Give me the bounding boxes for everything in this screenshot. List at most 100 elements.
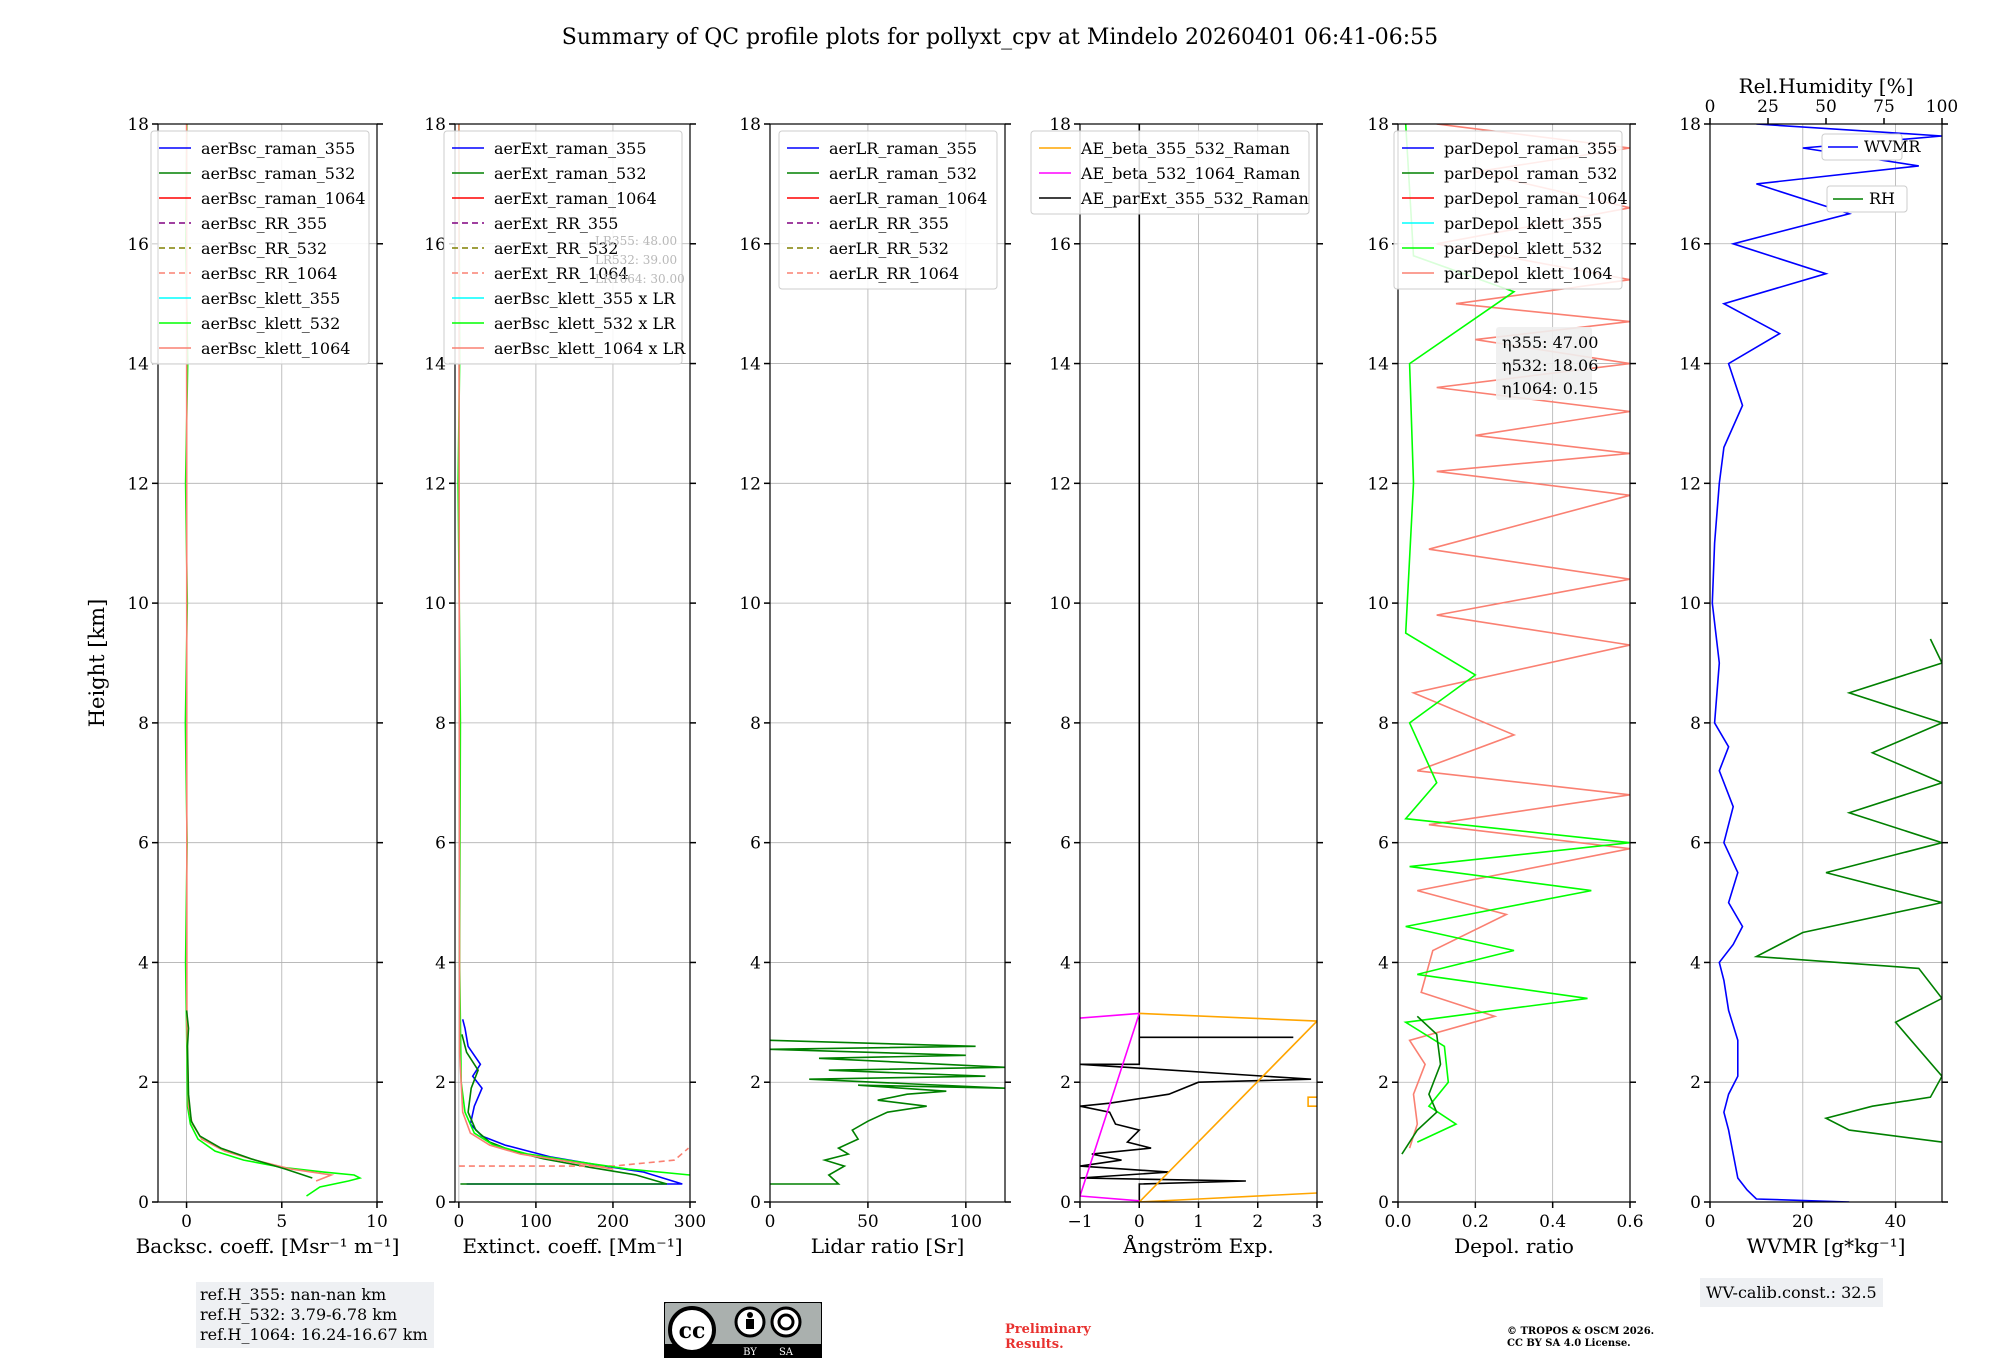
legend-label: aerBsc_klett_532 xyxy=(201,314,340,333)
ytick-label: 12 xyxy=(127,474,149,494)
ytick-label: 14 xyxy=(1367,355,1389,375)
ytick-label: 8 xyxy=(1690,714,1701,734)
ytick-label: 4 xyxy=(435,953,446,973)
legend-box xyxy=(443,130,683,365)
ytick-label: 14 xyxy=(127,355,149,375)
legend-label: aerExt_raman_355 xyxy=(494,139,647,158)
xtick-label: 20 xyxy=(1792,1212,1814,1232)
xtick-label: 0 xyxy=(453,1212,464,1232)
xtick-label: 5 xyxy=(276,1212,287,1232)
ytick-label: 0 xyxy=(750,1193,761,1213)
legend-label: parDepol_raman_355 xyxy=(1444,139,1617,158)
legend-box xyxy=(1393,130,1623,290)
ytick-label: 10 xyxy=(739,594,761,614)
ytick-label: 10 xyxy=(1367,594,1389,614)
ytick-label: 6 xyxy=(1060,834,1071,854)
xtick-label: 0 xyxy=(1705,1212,1716,1232)
legend-label: WVMR xyxy=(1864,137,1921,156)
x2tick-label: 50 xyxy=(1815,97,1837,117)
xtick-label: 0 xyxy=(1134,1212,1145,1232)
ytick-label: 8 xyxy=(750,714,761,734)
xtick-label: 10 xyxy=(366,1212,388,1232)
cc-icon xyxy=(668,1306,716,1354)
series-AE_beta_532_1064_Raman xyxy=(1080,1012,1141,1202)
series-AE_beta_355_532_Raman_b xyxy=(1307,1096,1317,1107)
xtick-label: 0.6 xyxy=(1616,1212,1643,1232)
legend-label: aerBsc_klett_355 xyxy=(201,289,340,308)
ytick-label: 16 xyxy=(1049,235,1071,255)
legend-label: aerBsc_RR_355 xyxy=(201,214,327,233)
cc-license-badge: cc BY SA xyxy=(663,1301,823,1362)
x2tick-label: 100 xyxy=(1926,97,1958,117)
ytick-label: 2 xyxy=(1060,1073,1071,1093)
ytick-label: 2 xyxy=(1378,1073,1389,1093)
xtick-label: 0.2 xyxy=(1462,1212,1489,1232)
ytick-label: 18 xyxy=(127,115,149,135)
xlabel: Lidar ratio [Sr] xyxy=(811,1234,965,1258)
series-aerBsc_klett_1064 x LR xyxy=(458,124,614,1170)
xlabel: Backsc. coeff. [Msr⁻¹ m⁻¹] xyxy=(136,1234,400,1258)
xlabel: Depol. ratio xyxy=(1454,1234,1574,1258)
xtick-label: 0.4 xyxy=(1539,1212,1566,1232)
ytick-label: 4 xyxy=(1060,953,1071,973)
series-group xyxy=(184,124,363,1197)
x2tick-label: 25 xyxy=(1757,97,1779,117)
legend-box xyxy=(1826,185,1908,213)
svg-text:cc: cc xyxy=(679,1318,706,1344)
series-RH xyxy=(1753,638,1942,1143)
copyright-note: © TROPOS & OSCM 2026. CC BY SA 4.0 Licen… xyxy=(1507,1326,1654,1350)
legend-label: aerExt_RR_1064 xyxy=(494,264,629,283)
legend-box xyxy=(1030,130,1310,215)
ytick-label: 18 xyxy=(1679,115,1701,135)
ytick-label: 6 xyxy=(1690,834,1701,854)
series-WVMR xyxy=(1711,124,1942,1202)
legend-label: aerBsc_klett_355 x LR xyxy=(494,289,676,308)
preliminary-line-2: Results. xyxy=(1005,1337,1064,1352)
xlabel: Extinct. coeff. [Mm⁻¹] xyxy=(462,1234,682,1258)
legend-label: parDepol_raman_1064 xyxy=(1444,189,1628,208)
eta-note: η355: 47.00 xyxy=(1502,333,1598,352)
ytick-label: 18 xyxy=(1367,115,1389,135)
legend-label: aerBsc_RR_1064 xyxy=(201,264,337,283)
legend-label: aerBsc_klett_532 x LR xyxy=(494,314,676,333)
legend-label: AE_beta_532_1064_Raman xyxy=(1080,164,1300,183)
ref-h-532: ref.H_532: 3.79-6.78 km xyxy=(200,1305,398,1324)
lr-note: LR355: 48.00 xyxy=(595,234,677,248)
xtick-label: 100 xyxy=(520,1212,552,1232)
ytick-label: 6 xyxy=(1378,834,1389,854)
sa-label: SA xyxy=(779,1347,794,1358)
ytick-label: 14 xyxy=(1679,355,1701,375)
sa-icon xyxy=(770,1306,802,1338)
ytick-label: 16 xyxy=(1367,235,1389,255)
series-aerExt_RR_1064 xyxy=(458,1147,690,1167)
ytick-label: 0 xyxy=(1060,1193,1071,1213)
axes-frame xyxy=(1709,123,1943,1203)
xtick-label: 0 xyxy=(765,1212,776,1232)
legend-label: aerExt_raman_532 xyxy=(494,164,647,183)
xtick-label: 2 xyxy=(1252,1212,1263,1232)
legend-label: aerLR_RR_1064 xyxy=(829,264,959,283)
xtick-label: 50 xyxy=(857,1212,879,1232)
ytick-label: 18 xyxy=(424,115,446,135)
ytick-label: 0 xyxy=(1378,1193,1389,1213)
series-group xyxy=(770,1039,1005,1185)
ytick-label: 6 xyxy=(435,834,446,854)
figure-title: Summary of QC profile plots for pollyxt_… xyxy=(562,25,1438,50)
legend-label: aerBsc_raman_1064 xyxy=(201,189,366,208)
ytick-label: 8 xyxy=(1378,714,1389,734)
series-group xyxy=(457,124,690,1185)
ytick-label: 8 xyxy=(138,714,149,734)
legend-label: aerBsc_RR_532 xyxy=(201,239,327,258)
legend-label: aerBsc_klett_1064 x LR xyxy=(494,339,686,358)
legend-label: parDepol_klett_532 xyxy=(1444,239,1602,258)
ytick-label: 14 xyxy=(424,355,446,375)
wv-calibration-box: WV-calib.const.: 32.5 xyxy=(1700,1278,1883,1307)
legend-label: AE_beta_355_532_Raman xyxy=(1080,139,1290,158)
ytick-label: 8 xyxy=(435,714,446,734)
axes-frame xyxy=(769,123,1006,1203)
by-label: BY xyxy=(743,1347,757,1358)
series-aerLR_raman_532 xyxy=(770,1039,1005,1185)
ytick-label: 0 xyxy=(1690,1193,1701,1213)
